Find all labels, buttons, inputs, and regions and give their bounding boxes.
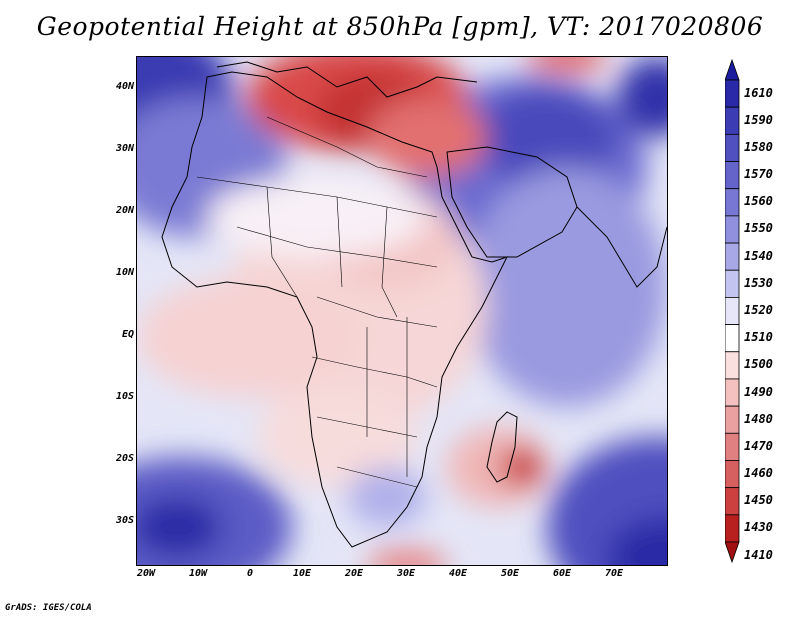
lon-label-20w: 20W	[136, 568, 156, 579]
colorbar-segment	[725, 242, 740, 271]
lon-label-10w: 10W	[188, 568, 208, 579]
colorbar-label: 1560	[744, 194, 773, 209]
lat-label-30n: 30N	[115, 143, 134, 154]
colorbar-segment	[725, 405, 740, 434]
borders	[196, 116, 438, 488]
lon-label-40e: 40E	[448, 568, 468, 579]
lon-label-60e: 60E	[552, 568, 572, 579]
lon-label-50e: 50E	[500, 568, 520, 579]
colorbar-label: 1520	[744, 303, 773, 317]
lon-label-20e: 20E	[344, 568, 364, 579]
colorbar	[725, 58, 740, 564]
lat-label-30s: 30S	[115, 515, 134, 526]
colorbar-label: 1580	[744, 139, 773, 154]
coastlines	[161, 61, 667, 548]
lat-label-20n: 20N	[115, 205, 134, 216]
colorbar-segment	[725, 79, 740, 108]
lon-label-0: 0	[246, 568, 254, 579]
lat-label-10s: 10S	[115, 391, 134, 402]
colorbar-segment	[725, 460, 740, 489]
lat-label-eq: EQ	[121, 329, 134, 340]
colorbar-label: 1460	[744, 466, 773, 481]
colorbar-label: 1430	[744, 520, 773, 535]
lat-label-20s: 20S	[115, 453, 134, 464]
lat-label-40n: 40N	[115, 81, 134, 92]
colorbar-segment	[725, 487, 740, 516]
colorbar-segment	[725, 215, 740, 244]
colorbar-segment	[725, 324, 740, 353]
colorbar-label: 1530	[744, 275, 773, 290]
colorbar-label: 1510	[744, 330, 773, 345]
colorbar-label: 1410	[744, 547, 773, 562]
credit-text: GrADS: IGES/COLA	[5, 603, 92, 613]
colorbar-segment	[725, 133, 740, 162]
colorbar-segment	[725, 432, 740, 461]
colorbar-segment	[725, 378, 740, 407]
colorbar-segment	[725, 269, 740, 298]
colorbar-segment	[725, 297, 740, 325]
lat-label-10n: 10N	[115, 267, 134, 278]
geopotential-field	[137, 57, 667, 565]
lon-label-30e: 30E	[396, 568, 416, 579]
colorbar-segment	[725, 188, 740, 217]
colorbar-segment	[725, 514, 740, 543]
colorbar-label: 1610	[744, 85, 773, 100]
colorbar-label: 1470	[744, 438, 773, 453]
colorbar-label: 1490	[744, 384, 773, 399]
colorbar-label: 1550	[744, 221, 773, 236]
colorbar-label: 1590	[744, 112, 773, 127]
map-title: Geopotential Height at 850hPa [gpm], VT:…	[36, 12, 764, 41]
colorbar-segment	[725, 161, 740, 190]
colorbar-label: 1450	[744, 493, 773, 508]
colorbar-segment	[725, 351, 740, 380]
lon-label-10e: 10E	[292, 568, 312, 579]
colorbar-bottom-arrow	[725, 541, 740, 564]
map-panel	[136, 56, 668, 566]
lon-label-70e: 70E	[604, 568, 624, 579]
colorbar-top-arrow	[725, 58, 740, 81]
colorbar-label: 1480	[744, 411, 773, 426]
colorbar-segment	[725, 106, 740, 135]
colorbar-label: 1500	[744, 357, 773, 372]
colorbar-label: 1540	[744, 248, 773, 263]
colorbar-label: 1570	[744, 167, 773, 182]
